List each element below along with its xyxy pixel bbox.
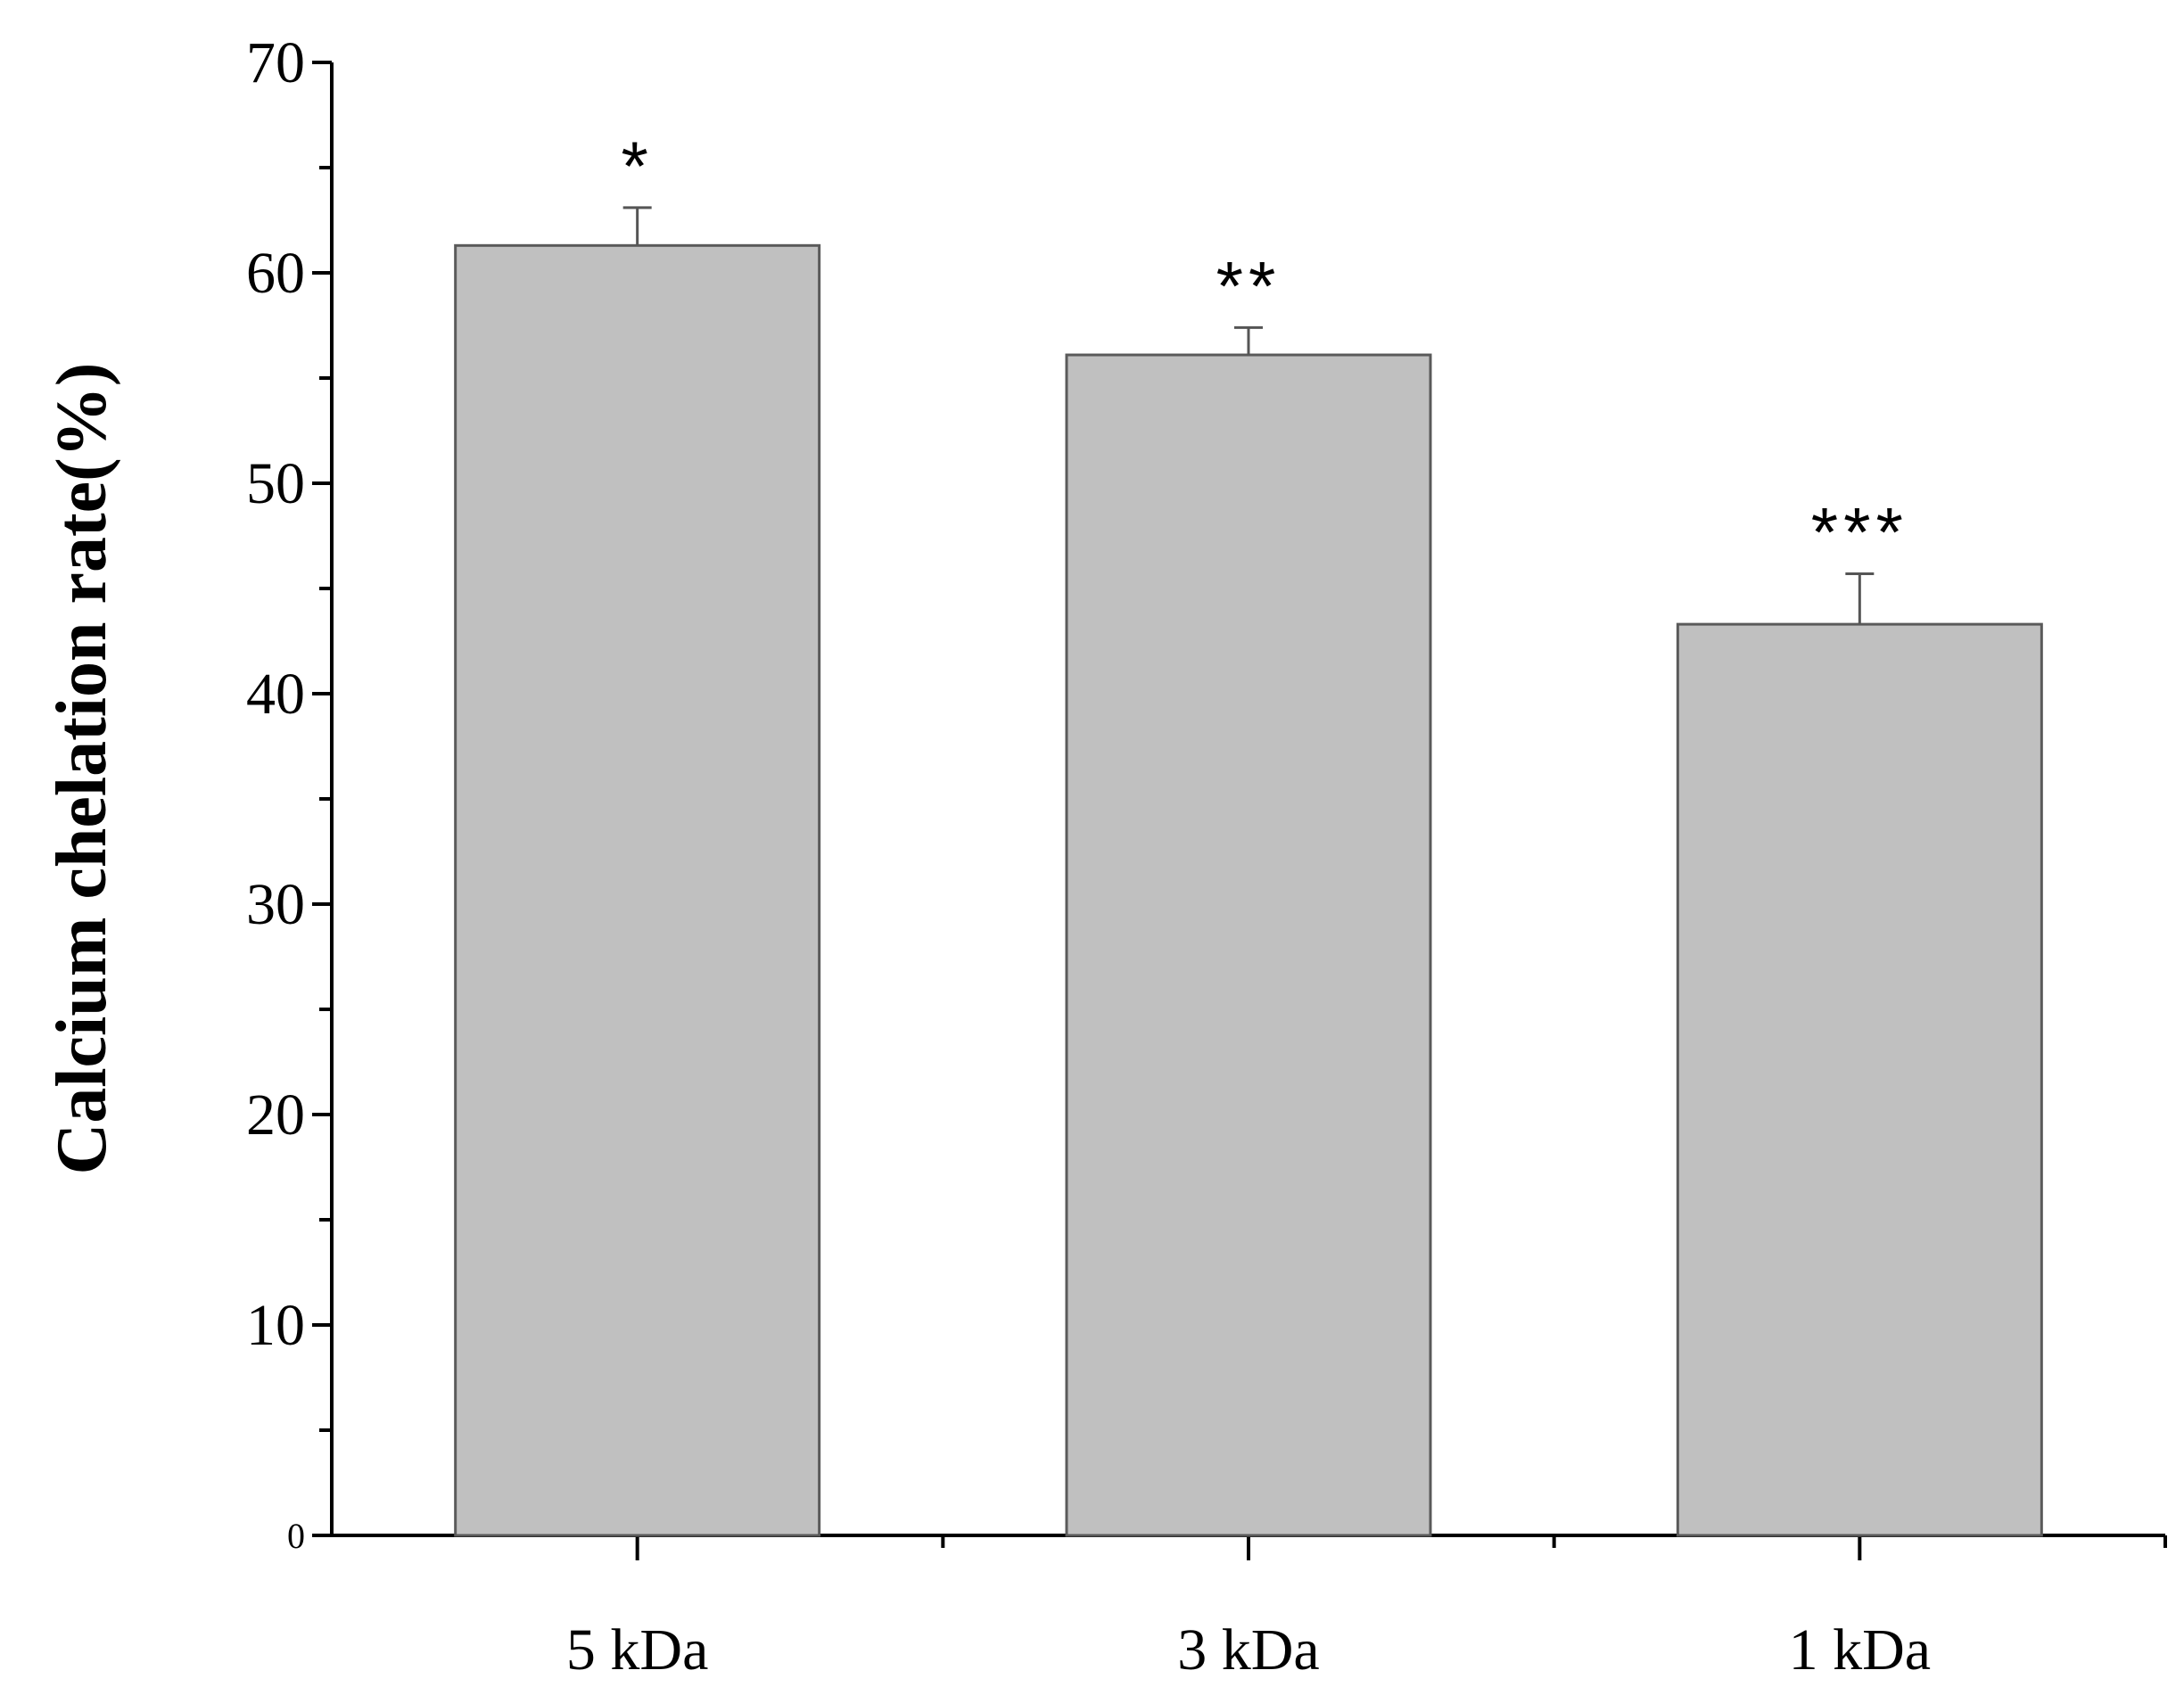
x-tick-label: 3 kDa [1177,1617,1319,1683]
y-tick-label: 60 [246,241,305,306]
x-tick-label: 5 kDa [566,1617,708,1683]
y-axis-title: Calcium chelation rate(%) [43,363,121,1175]
y-tick-label: 40 [246,662,305,727]
x-tick-label: 1 kDa [1789,1617,1931,1683]
y-tick-label: 10 [246,1293,305,1358]
y-tick-label: 70 [246,30,305,95]
y-tick-label: 30 [246,872,305,937]
significance-marker: ** [1216,246,1282,325]
bars [454,243,2043,1537]
significance-marker: *** [1811,492,1908,571]
significance-marker: * [621,127,653,205]
x-tick-labels: 5 kDa 3 kDa 1 kDa [566,1617,1931,1683]
y-tick-labels: 0 10 20 30 40 50 60 70 [246,30,305,1556]
bar [1676,622,2043,1537]
y-tick-label: 50 [246,451,305,516]
bar [454,243,821,1537]
bar [1065,353,1432,1537]
y-tick-label: 20 [246,1082,305,1148]
significance-labels: ****** [621,127,1908,572]
y-tick-label: 0 [287,1516,305,1556]
error-bars [622,206,1875,625]
